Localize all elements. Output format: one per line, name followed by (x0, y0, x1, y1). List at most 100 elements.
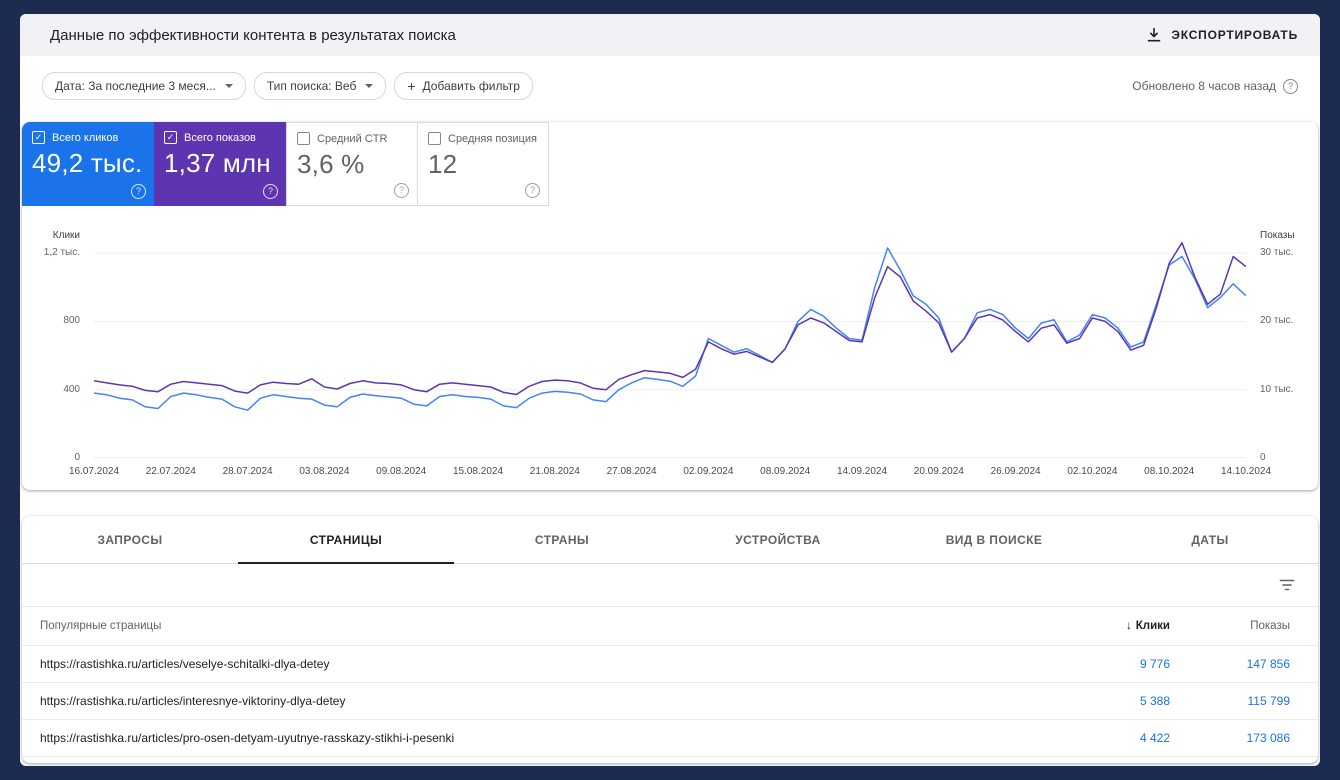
help-icon[interactable]: ? (1283, 78, 1298, 94)
clicks-cell: 4 422 (1139, 731, 1170, 745)
help-icon[interactable]: ? (263, 184, 278, 199)
metric-checkbox[interactable]: ✓ (164, 131, 177, 144)
impressions-cell: 173 086 (1246, 731, 1290, 745)
tab-queries[interactable]: ЗАПРОСЫ (97, 533, 163, 547)
metric-checkbox[interactable] (428, 132, 441, 145)
x-axis-tick: 03.08.2024 (299, 466, 350, 477)
y-axis-tick-right: 10 тыс. (1260, 383, 1294, 395)
metric-card-top: Средняя позиция (428, 132, 548, 145)
performance-chart: Клики Показы 1,2 тыс. 800 400 0 30 тыс. 20 т… (42, 222, 1298, 482)
search-type-filter-chip[interactable]: Тип поиска: Веб (253, 72, 387, 100)
metric-value: 12 (428, 149, 458, 179)
y-axis-tick-right: 30 тыс. (1260, 247, 1294, 259)
filter-icon[interactable] (1278, 576, 1296, 594)
tab-search-appearance[interactable]: ВИД В ПОИСКЕ (945, 533, 1043, 547)
table-header: Популярные страницы ↓ Клики Показы (22, 607, 1318, 646)
metric-card-avg-ctr[interactable]: Средний CTR 3,6 %? (286, 122, 418, 206)
metric-card-top: ✓ Всего кликов (32, 131, 154, 144)
table-row[interactable]: https://rastishka.ru/articles/veselye-sc… (22, 646, 1318, 683)
x-axis-tick: 02.10.2024 (1067, 466, 1118, 477)
series-clicks (94, 247, 1246, 411)
search-console-window: Данные по эффективности контента в резул… (20, 14, 1320, 766)
x-axis-tick: 22.07.2024 (145, 466, 196, 477)
table-row[interactable]: https://rastishka.ru/articles/pro-osen-d… (22, 720, 1318, 757)
x-axis-tick: 27.08.2024 (606, 466, 657, 477)
x-axis-tick: 14.10.2024 (1220, 466, 1272, 477)
page-url-cell[interactable]: https://rastishka.ru/articles/pro-osen-d… (40, 731, 455, 745)
table-row[interactable]: https://rastishka.ru/articles/interesnye… (22, 683, 1318, 720)
chevron-down-icon (365, 84, 374, 88)
metric-label: Всего показов (184, 131, 256, 144)
performance-panel: ✓ Всего кликов 49,2 тыс.? ✓ Всего показов 1,3… (22, 122, 1318, 490)
chart-plot[interactable] (94, 236, 1246, 458)
chart-svg (94, 242, 1246, 458)
impressions-cell: 147 856 (1246, 657, 1290, 671)
tab-dates[interactable]: ДАТЫ (1191, 533, 1229, 547)
date-filter-label: Дата: За последние 3 меся... (55, 79, 216, 93)
metric-cards: ✓ Всего кликов 49,2 тыс.? ✓ Всего показов 1,3… (22, 122, 1318, 206)
x-axis-tick: 08.09.2024 (760, 466, 811, 477)
sort-desc-icon: ↓ (1126, 620, 1132, 632)
dimensions-panel: ЗАПРОСЫ СТРАНИЦЫ СТРАНЫ УСТРОЙСТВА ВИД В ПОИ… (22, 516, 1318, 763)
x-axis-labels: 16.07.2024 22.07.2024 28.07.2024 03.08.2024… (69, 466, 1271, 480)
x-axis-tick: 20.09.2024 (913, 466, 964, 477)
page-header: Данные по эффективности контента в резул… (20, 14, 1320, 56)
last-updated: Обновлено 8 часов назад ? (1132, 78, 1298, 94)
page-url-cell[interactable]: https://rastishka.ru/articles/veselye-sc… (40, 657, 330, 671)
left-axis-ticks: 1,2 тыс. 800 400 0 (42, 236, 88, 463)
last-updated-text: Обновлено 8 часов назад (1132, 79, 1276, 93)
x-axis-tick: 21.08.2024 (529, 466, 580, 477)
download-icon (1148, 27, 1161, 42)
plus-icon: + (407, 78, 416, 94)
column-header-clicks[interactable]: ↓ Клики (1040, 620, 1170, 632)
series-impressions (94, 242, 1246, 396)
column-header-pages[interactable]: Популярные страницы (40, 620, 162, 632)
help-icon[interactable]: ? (525, 183, 540, 198)
x-axis-tick: 09.08.2024 (376, 466, 427, 477)
help-icon[interactable]: ? (131, 184, 146, 199)
column-header-impressions[interactable]: Показы (1250, 620, 1290, 632)
tab-devices[interactable]: УСТРОЙСТВА (735, 533, 821, 547)
right-axis-title: Показы (1260, 230, 1295, 241)
export-label: ЭКСПОРТИРОВАТЬ (1171, 28, 1298, 42)
date-filter-chip[interactable]: Дата: За последние 3 меся... (42, 72, 246, 100)
table-body: https://rastishka.ru/articles/veselye-sc… (22, 646, 1318, 757)
y-axis-tick-left: 1,2 тыс. (43, 247, 80, 259)
left-axis-title: Клики (52, 230, 80, 241)
metric-label: Всего кликов (52, 131, 119, 144)
metric-card-total-impressions[interactable]: ✓ Всего показов 1,37 млн? (154, 122, 286, 206)
y-axis-tick-left: 800 (63, 315, 80, 327)
metric-label: Средний CTR (317, 132, 388, 145)
metric-value: 49,2 тыс. (32, 148, 143, 178)
clicks-cell: 5 388 (1139, 694, 1170, 708)
metric-checkbox[interactable] (297, 132, 310, 145)
clicks-header-label: Клики (1135, 620, 1170, 632)
y-axis-tick-left: 0 (74, 452, 80, 463)
table-toolbar (22, 564, 1318, 607)
tab-pages[interactable]: СТРАНИЦЫ (238, 516, 454, 564)
filters-bar: Дата: За последние 3 меся... Тип поиска:… (20, 56, 1320, 100)
x-axis-tick: 08.10.2024 (1144, 466, 1195, 477)
impressions-cell: 115 799 (1247, 694, 1291, 708)
x-axis-tick: 16.07.2024 (68, 466, 120, 477)
metric-label: Средняя позиция (448, 132, 537, 145)
chevron-down-icon (224, 84, 233, 88)
tab-countries[interactable]: СТРАНЫ (534, 533, 590, 547)
search-type-label: Тип поиска: Веб (266, 79, 357, 93)
metric-checkbox[interactable]: ✓ (32, 131, 45, 144)
help-icon[interactable]: ? (394, 183, 409, 198)
y-axis-tick-right: 20 тыс. (1260, 315, 1294, 327)
x-axis-tick: 14.09.2024 (836, 466, 888, 477)
export-button[interactable]: ЭКСПОРТИРОВАТЬ (1146, 27, 1298, 43)
clicks-cell: 9 776 (1139, 657, 1170, 671)
y-axis-tick-right: 0 (1260, 452, 1266, 463)
y-axis-tick-left: 400 (63, 383, 80, 395)
dimension-tabs: ЗАПРОСЫ СТРАНИЦЫ СТРАНЫ УСТРОЙСТВА ВИД В ПОИ… (22, 516, 1318, 564)
metric-card-avg-position[interactable]: Средняя позиция 12? (417, 122, 549, 206)
x-axis-tick: 02.09.2024 (683, 466, 734, 477)
x-axis-tick: 28.07.2024 (222, 466, 273, 477)
x-axis-tick: 26.09.2024 (990, 466, 1041, 477)
add-filter-chip[interactable]: + Добавить фильтр (394, 72, 533, 100)
metric-card-total-clicks[interactable]: ✓ Всего кликов 49,2 тыс.? (22, 122, 154, 206)
page-url-cell[interactable]: https://rastishka.ru/articles/interesnye… (40, 694, 346, 708)
